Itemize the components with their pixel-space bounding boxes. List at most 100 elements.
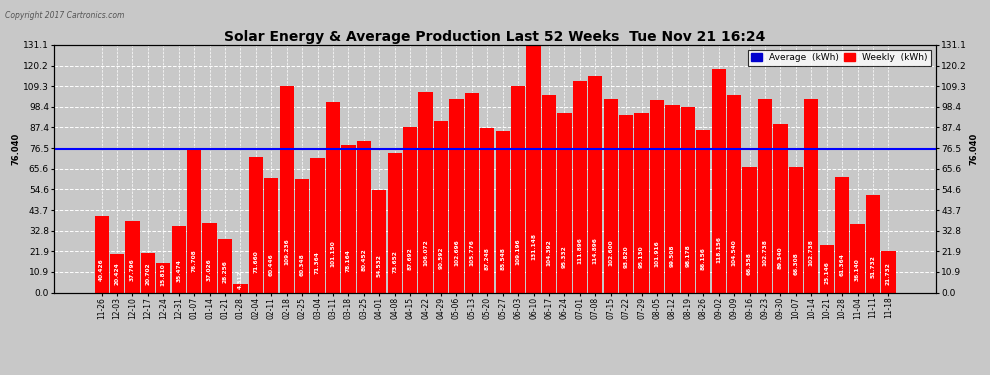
Bar [820, 245, 834, 292]
Text: 102.696: 102.696 [454, 240, 459, 266]
Text: 78.164: 78.164 [346, 249, 350, 272]
Text: 99.508: 99.508 [670, 244, 675, 267]
Text: 54.532: 54.532 [377, 255, 382, 278]
Bar [480, 128, 494, 292]
Bar [604, 99, 618, 292]
Bar [419, 92, 433, 292]
Text: 36.140: 36.140 [855, 259, 860, 282]
Text: 111.896: 111.896 [577, 237, 582, 264]
Bar [681, 107, 695, 292]
Text: 105.776: 105.776 [469, 239, 474, 266]
Bar [511, 86, 526, 292]
Bar [789, 167, 803, 292]
Bar [295, 178, 309, 292]
Bar [356, 141, 371, 292]
Bar [496, 131, 510, 292]
Text: 85.548: 85.548 [500, 248, 505, 270]
Bar [248, 157, 263, 292]
Text: 102.738: 102.738 [762, 240, 767, 266]
Text: 60.348: 60.348 [300, 253, 305, 276]
Text: 114.896: 114.896 [593, 237, 598, 264]
Bar [403, 127, 417, 292]
Text: 51.732: 51.732 [870, 255, 875, 278]
Bar [527, 45, 541, 292]
Bar [804, 99, 819, 292]
Text: 131.148: 131.148 [531, 233, 536, 260]
Text: 37.796: 37.796 [130, 258, 135, 281]
Bar [835, 177, 849, 292]
Text: 25.146: 25.146 [825, 261, 830, 284]
Bar [464, 93, 479, 292]
Bar [449, 99, 463, 292]
Bar [94, 216, 109, 292]
Bar [881, 252, 896, 292]
Bar [635, 113, 648, 292]
Bar [619, 116, 634, 292]
Text: 35.474: 35.474 [176, 259, 181, 282]
Text: 80.452: 80.452 [361, 249, 366, 272]
Bar [712, 69, 726, 292]
Bar [542, 95, 556, 292]
Text: 76.708: 76.708 [192, 249, 197, 272]
Bar [187, 148, 201, 292]
Bar [218, 239, 232, 292]
Text: 106.072: 106.072 [423, 239, 428, 266]
Bar [156, 262, 170, 292]
Bar [866, 195, 880, 292]
Text: 87.692: 87.692 [408, 247, 413, 270]
Text: 60.446: 60.446 [269, 253, 274, 276]
Text: 61.364: 61.364 [840, 253, 844, 276]
Bar [326, 102, 341, 292]
Text: 90.592: 90.592 [439, 247, 444, 269]
Text: 71.660: 71.660 [253, 251, 258, 273]
Text: 21.732: 21.732 [886, 262, 891, 285]
Text: 37.026: 37.026 [207, 258, 212, 281]
Text: 109.236: 109.236 [284, 238, 289, 265]
Text: 118.156: 118.156 [716, 236, 721, 263]
Bar [203, 223, 217, 292]
Bar [279, 86, 294, 292]
Text: 15.810: 15.810 [160, 263, 165, 286]
Text: 98.178: 98.178 [685, 244, 690, 267]
Text: 66.358: 66.358 [747, 252, 752, 274]
Text: 40.426: 40.426 [99, 258, 104, 280]
Bar [727, 95, 742, 292]
Bar [372, 189, 386, 292]
Text: 71.364: 71.364 [315, 251, 320, 273]
Bar [388, 153, 402, 292]
Text: 87.248: 87.248 [485, 247, 490, 270]
Text: 76.040: 76.040 [970, 133, 979, 165]
Bar [234, 284, 248, 292]
Bar [649, 100, 664, 292]
Bar [773, 124, 787, 292]
Bar [665, 105, 679, 292]
Bar [557, 112, 571, 292]
Bar [696, 130, 711, 292]
Bar [264, 178, 278, 292]
Text: 102.738: 102.738 [809, 240, 814, 266]
Text: 4.312: 4.312 [238, 270, 243, 289]
Text: 89.340: 89.340 [778, 247, 783, 269]
Text: 28.256: 28.256 [223, 260, 228, 283]
Text: 101.150: 101.150 [331, 240, 336, 267]
Text: 104.540: 104.540 [732, 239, 737, 266]
Text: 95.332: 95.332 [562, 245, 567, 268]
Text: 86.156: 86.156 [701, 247, 706, 270]
Text: Copyright 2017 Cartronics.com: Copyright 2017 Cartronics.com [5, 11, 125, 20]
Bar [573, 81, 587, 292]
Bar [588, 76, 602, 292]
Bar [141, 254, 155, 292]
Legend: Average  (kWh), Weekly  (kWh): Average (kWh), Weekly (kWh) [747, 50, 931, 66]
Bar [342, 145, 355, 292]
Text: 101.916: 101.916 [654, 240, 659, 267]
Text: 93.820: 93.820 [624, 246, 629, 268]
Text: 73.652: 73.652 [392, 250, 397, 273]
Bar [758, 99, 772, 292]
Text: 104.392: 104.392 [546, 239, 551, 266]
Text: 20.424: 20.424 [115, 262, 120, 285]
Bar [850, 224, 864, 292]
Text: 102.600: 102.600 [608, 240, 613, 266]
Text: 76.040: 76.040 [11, 133, 20, 165]
Bar [110, 254, 124, 292]
Text: 95.130: 95.130 [640, 246, 644, 268]
